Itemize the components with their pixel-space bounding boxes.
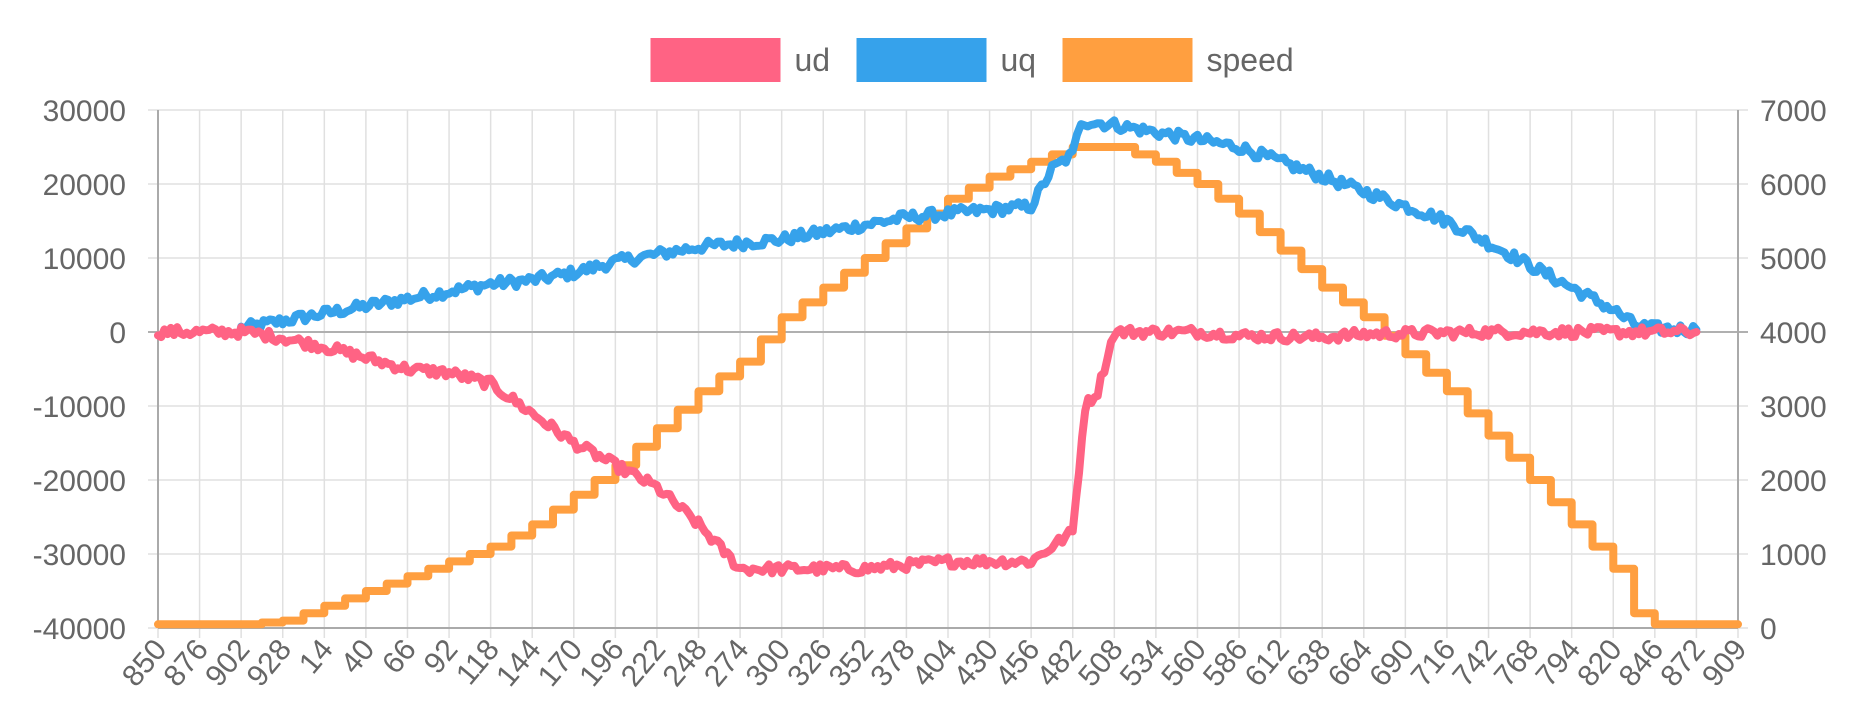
x-tick-label: 928 xyxy=(241,633,298,693)
y-right-tick-label: 7000 xyxy=(1760,95,1827,128)
legend-label-ud[interactable]: ud xyxy=(795,42,831,78)
y-right-tick-label: 1000 xyxy=(1760,539,1827,572)
y-right-tick-label: 6000 xyxy=(1760,169,1827,202)
x-tick-label: 909 xyxy=(1696,633,1753,693)
y-right-tick-label: 0 xyxy=(1760,613,1777,646)
x-tick-label: 14 xyxy=(293,633,340,680)
legend: ud uq speed xyxy=(650,38,1294,82)
legend-swatch-uq[interactable] xyxy=(856,38,987,82)
x-tick-label: 40 xyxy=(335,633,382,680)
y-right-tick-label: 3000 xyxy=(1760,391,1827,424)
legend-label-uq[interactable]: uq xyxy=(1001,42,1037,78)
legend-swatch-ud[interactable] xyxy=(650,38,781,82)
y-left-tick-label: 10000 xyxy=(43,243,126,276)
y-left-tick-label: 30000 xyxy=(43,95,126,128)
y-left-tick-label: 20000 xyxy=(43,169,126,202)
y-left-tick-label: -10000 xyxy=(33,391,126,424)
y-left-tick-label: -30000 xyxy=(33,539,126,572)
x-tick-label: 66 xyxy=(376,633,423,680)
y-right-tick-label: 4000 xyxy=(1760,317,1827,350)
y-right-tick-label: 5000 xyxy=(1760,243,1827,276)
series-line-ud xyxy=(154,322,1701,578)
series-layer xyxy=(154,116,1742,629)
y-left-tick-label: 0 xyxy=(109,317,126,350)
y-right-tick-label: 2000 xyxy=(1760,465,1827,498)
legend-swatch-speed[interactable] xyxy=(1062,38,1193,82)
series-line-uq xyxy=(237,116,1701,339)
legend-label-speed[interactable]: speed xyxy=(1207,42,1294,78)
y-left-tick-label: -40000 xyxy=(33,613,126,646)
y-left-tick-label: -20000 xyxy=(33,465,126,498)
